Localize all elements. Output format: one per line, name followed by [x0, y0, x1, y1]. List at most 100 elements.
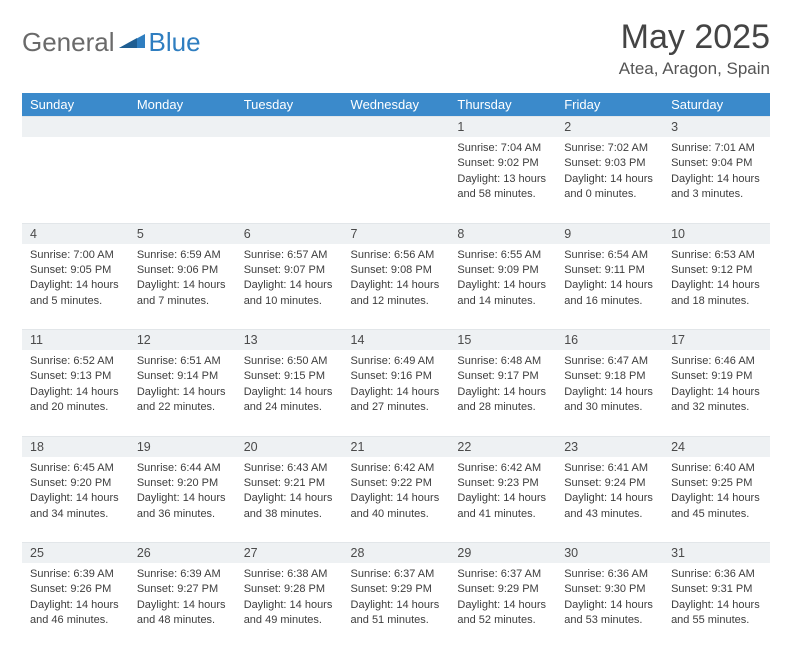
daylight-line: Daylight: 14 hours and 10 minutes.: [244, 278, 335, 309]
daylight-line: Daylight: 14 hours and 3 minutes.: [671, 172, 762, 203]
day-number-cell: 22: [449, 436, 556, 457]
sunset-line: Sunset: 9:30 PM: [564, 582, 655, 597]
daylight-line: Daylight: 14 hours and 41 minutes.: [457, 491, 548, 522]
sunrise-line: Sunrise: 6:36 AM: [564, 567, 655, 582]
day-details: Sunrise: 6:36 AMSunset: 9:31 PMDaylight:…: [663, 563, 770, 637]
sunset-line: Sunset: 9:08 PM: [351, 263, 442, 278]
day-number-cell: 27: [236, 543, 343, 564]
day-cell: Sunrise: 6:37 AMSunset: 9:29 PMDaylight:…: [343, 563, 450, 649]
day-details: Sunrise: 6:40 AMSunset: 9:25 PMDaylight:…: [663, 457, 770, 531]
day-number-cell: 6: [236, 223, 343, 244]
sunset-line: Sunset: 9:29 PM: [351, 582, 442, 597]
sunset-line: Sunset: 9:19 PM: [671, 369, 762, 384]
day-cell: Sunrise: 7:01 AMSunset: 9:04 PMDaylight:…: [663, 137, 770, 223]
day-details: Sunrise: 6:55 AMSunset: 9:09 PMDaylight:…: [449, 244, 556, 318]
brand-logo: General Blue: [22, 18, 201, 61]
sunset-line: Sunset: 9:09 PM: [457, 263, 548, 278]
day-cell: Sunrise: 6:45 AMSunset: 9:20 PMDaylight:…: [22, 457, 129, 543]
daylight-line: Daylight: 14 hours and 40 minutes.: [351, 491, 442, 522]
day-content-row: Sunrise: 6:52 AMSunset: 9:13 PMDaylight:…: [22, 350, 770, 436]
day-details: Sunrise: 6:51 AMSunset: 9:14 PMDaylight:…: [129, 350, 236, 424]
sunrise-line: Sunrise: 6:55 AM: [457, 248, 548, 263]
day-number-cell: [343, 117, 450, 138]
daylight-line: Daylight: 14 hours and 0 minutes.: [564, 172, 655, 203]
sunset-line: Sunset: 9:14 PM: [137, 369, 228, 384]
day-details: Sunrise: 6:42 AMSunset: 9:23 PMDaylight:…: [449, 457, 556, 531]
sunrise-line: Sunrise: 6:45 AM: [30, 461, 121, 476]
sunrise-line: Sunrise: 6:59 AM: [137, 248, 228, 263]
day-cell: Sunrise: 6:39 AMSunset: 9:26 PMDaylight:…: [22, 563, 129, 649]
day-cell: Sunrise: 6:41 AMSunset: 9:24 PMDaylight:…: [556, 457, 663, 543]
day-number-cell: 17: [663, 330, 770, 351]
day-cell: Sunrise: 6:43 AMSunset: 9:21 PMDaylight:…: [236, 457, 343, 543]
day-content-row: Sunrise: 6:45 AMSunset: 9:20 PMDaylight:…: [22, 457, 770, 543]
day-cell: Sunrise: 6:57 AMSunset: 9:07 PMDaylight:…: [236, 244, 343, 330]
sunrise-line: Sunrise: 6:54 AM: [564, 248, 655, 263]
daylight-line: Daylight: 14 hours and 51 minutes.: [351, 598, 442, 629]
weekday-header: Friday: [556, 93, 663, 117]
sunset-line: Sunset: 9:25 PM: [671, 476, 762, 491]
sunset-line: Sunset: 9:23 PM: [457, 476, 548, 491]
day-cell: [343, 137, 450, 223]
day-cell: Sunrise: 6:52 AMSunset: 9:13 PMDaylight:…: [22, 350, 129, 436]
daylight-line: Daylight: 14 hours and 36 minutes.: [137, 491, 228, 522]
weekday-header: Saturday: [663, 93, 770, 117]
sunrise-line: Sunrise: 6:57 AM: [244, 248, 335, 263]
sunrise-line: Sunrise: 6:50 AM: [244, 354, 335, 369]
page-title: May 2025: [619, 18, 770, 57]
sunset-line: Sunset: 9:26 PM: [30, 582, 121, 597]
daylight-line: Daylight: 14 hours and 14 minutes.: [457, 278, 548, 309]
day-cell: Sunrise: 6:59 AMSunset: 9:06 PMDaylight:…: [129, 244, 236, 330]
day-number-cell: 15: [449, 330, 556, 351]
sunrise-line: Sunrise: 6:36 AM: [671, 567, 762, 582]
day-details: Sunrise: 6:42 AMSunset: 9:22 PMDaylight:…: [343, 457, 450, 531]
day-number-cell: 30: [556, 543, 663, 564]
day-number-cell: 28: [343, 543, 450, 564]
daylight-line: Daylight: 14 hours and 34 minutes.: [30, 491, 121, 522]
day-cell: Sunrise: 6:37 AMSunset: 9:29 PMDaylight:…: [449, 563, 556, 649]
sunrise-line: Sunrise: 6:39 AM: [30, 567, 121, 582]
daylight-line: Daylight: 14 hours and 38 minutes.: [244, 491, 335, 522]
day-number-cell: 5: [129, 223, 236, 244]
sunset-line: Sunset: 9:18 PM: [564, 369, 655, 384]
sunset-line: Sunset: 9:11 PM: [564, 263, 655, 278]
daylight-line: Daylight: 14 hours and 20 minutes.: [30, 385, 121, 416]
day-details: Sunrise: 6:36 AMSunset: 9:30 PMDaylight:…: [556, 563, 663, 637]
daylight-line: Daylight: 14 hours and 16 minutes.: [564, 278, 655, 309]
day-number-cell: [22, 117, 129, 138]
sunset-line: Sunset: 9:07 PM: [244, 263, 335, 278]
day-details: Sunrise: 6:46 AMSunset: 9:19 PMDaylight:…: [663, 350, 770, 424]
day-number-cell: 4: [22, 223, 129, 244]
daylight-line: Daylight: 14 hours and 52 minutes.: [457, 598, 548, 629]
sunrise-line: Sunrise: 6:42 AM: [457, 461, 548, 476]
day-number-cell: 31: [663, 543, 770, 564]
sunrise-line: Sunrise: 6:52 AM: [30, 354, 121, 369]
sunset-line: Sunset: 9:20 PM: [30, 476, 121, 491]
weekday-header: Tuesday: [236, 93, 343, 117]
day-details: Sunrise: 6:47 AMSunset: 9:18 PMDaylight:…: [556, 350, 663, 424]
day-details: Sunrise: 6:59 AMSunset: 9:06 PMDaylight:…: [129, 244, 236, 318]
day-cell: Sunrise: 7:00 AMSunset: 9:05 PMDaylight:…: [22, 244, 129, 330]
sunset-line: Sunset: 9:05 PM: [30, 263, 121, 278]
sunrise-line: Sunrise: 6:49 AM: [351, 354, 442, 369]
sunrise-line: Sunrise: 7:04 AM: [457, 141, 548, 156]
day-content-row: Sunrise: 7:00 AMSunset: 9:05 PMDaylight:…: [22, 244, 770, 330]
day-details: Sunrise: 6:50 AMSunset: 9:15 PMDaylight:…: [236, 350, 343, 424]
day-number-cell: 23: [556, 436, 663, 457]
daylight-line: Daylight: 14 hours and 32 minutes.: [671, 385, 762, 416]
day-number-cell: [129, 117, 236, 138]
daylight-line: Daylight: 14 hours and 7 minutes.: [137, 278, 228, 309]
day-cell: [22, 137, 129, 223]
day-cell: Sunrise: 6:48 AMSunset: 9:17 PMDaylight:…: [449, 350, 556, 436]
day-cell: Sunrise: 6:42 AMSunset: 9:23 PMDaylight:…: [449, 457, 556, 543]
day-details: Sunrise: 6:39 AMSunset: 9:26 PMDaylight:…: [22, 563, 129, 637]
sunset-line: Sunset: 9:31 PM: [671, 582, 762, 597]
sunset-line: Sunset: 9:17 PM: [457, 369, 548, 384]
day-details: Sunrise: 6:41 AMSunset: 9:24 PMDaylight:…: [556, 457, 663, 531]
weekday-header: Wednesday: [343, 93, 450, 117]
daylight-line: Daylight: 14 hours and 49 minutes.: [244, 598, 335, 629]
daylight-line: Daylight: 14 hours and 12 minutes.: [351, 278, 442, 309]
sunrise-line: Sunrise: 6:51 AM: [137, 354, 228, 369]
day-number-cell: 21: [343, 436, 450, 457]
day-details: Sunrise: 6:38 AMSunset: 9:28 PMDaylight:…: [236, 563, 343, 637]
